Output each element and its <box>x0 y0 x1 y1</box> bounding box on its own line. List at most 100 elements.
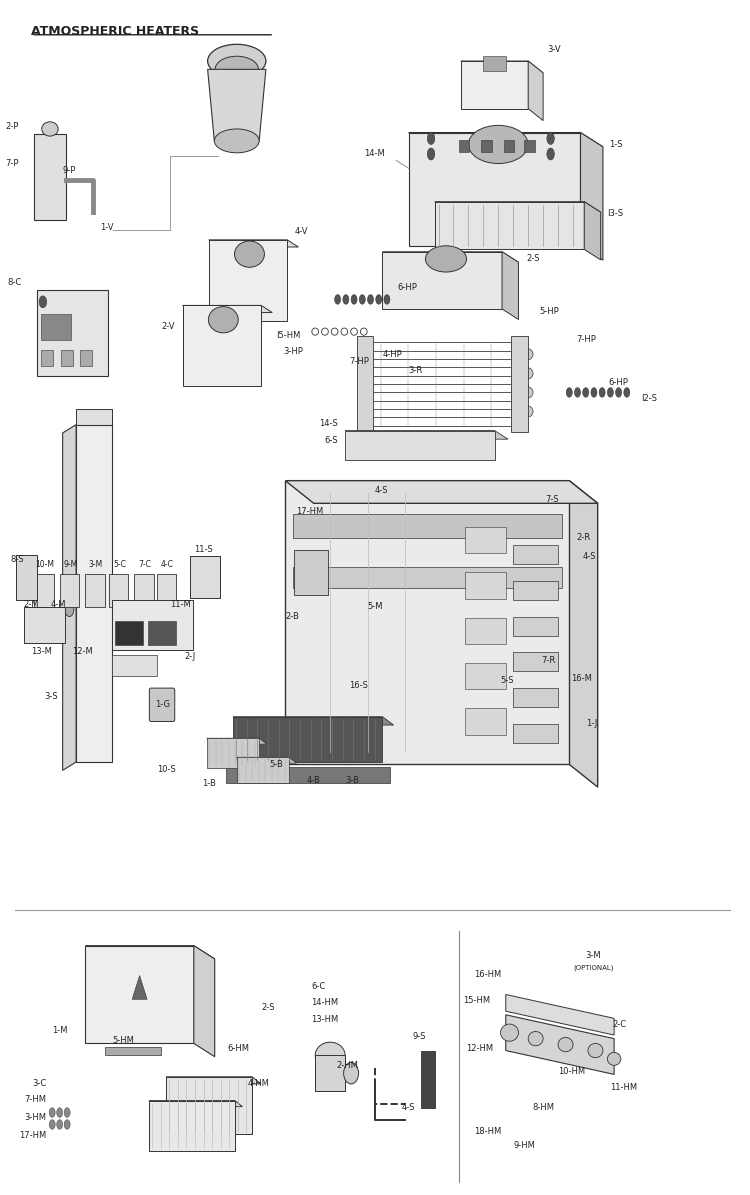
Circle shape <box>427 133 435 145</box>
Circle shape <box>65 602 74 617</box>
Text: 10-HM: 10-HM <box>558 1067 585 1077</box>
Polygon shape <box>166 1077 261 1084</box>
Bar <box>481 140 491 152</box>
Ellipse shape <box>520 386 533 398</box>
Polygon shape <box>237 758 289 784</box>
Bar <box>41 349 53 366</box>
Ellipse shape <box>208 44 266 78</box>
Text: 3-V: 3-V <box>547 44 560 54</box>
Text: 7-HM: 7-HM <box>24 1095 46 1104</box>
Text: 13-M: 13-M <box>32 646 53 656</box>
Text: 3-M: 3-M <box>88 559 103 569</box>
Bar <box>465 663 506 690</box>
Text: 2-R: 2-R <box>577 533 591 543</box>
Bar <box>503 140 514 152</box>
Text: 2-J: 2-J <box>184 652 196 662</box>
Text: 2-P: 2-P <box>5 122 19 131</box>
Circle shape <box>427 148 435 160</box>
Ellipse shape <box>520 405 533 417</box>
Text: 15-HM: 15-HM <box>464 995 490 1005</box>
Text: 3-HP: 3-HP <box>284 348 303 356</box>
Circle shape <box>616 387 622 397</box>
Circle shape <box>39 296 46 308</box>
Text: 4-C: 4-C <box>160 559 174 569</box>
Ellipse shape <box>520 367 533 379</box>
Text: 11-M: 11-M <box>170 600 191 609</box>
Ellipse shape <box>588 1043 603 1058</box>
Text: 7-HP: 7-HP <box>577 336 597 344</box>
Text: 6-HP: 6-HP <box>608 379 628 387</box>
Circle shape <box>376 295 382 305</box>
Polygon shape <box>194 945 214 1056</box>
Text: 7-HP: 7-HP <box>350 357 370 366</box>
Polygon shape <box>506 1015 614 1074</box>
Polygon shape <box>233 717 394 725</box>
Bar <box>294 550 328 595</box>
Bar <box>357 337 374 431</box>
Text: 17-HM: 17-HM <box>19 1130 46 1140</box>
Ellipse shape <box>528 1031 543 1046</box>
Text: 5-S: 5-S <box>500 676 514 686</box>
Text: 1-G: 1-G <box>155 700 170 709</box>
Bar <box>40 314 70 341</box>
Polygon shape <box>237 758 296 764</box>
Bar <box>148 621 176 645</box>
Text: 2-B: 2-B <box>285 612 299 621</box>
Bar <box>134 574 154 607</box>
Polygon shape <box>182 306 272 313</box>
Circle shape <box>50 1120 55 1129</box>
Text: 16-S: 16-S <box>349 681 368 690</box>
Polygon shape <box>86 945 194 1043</box>
Text: (OPTIONAL): (OPTIONAL) <box>573 964 614 972</box>
Ellipse shape <box>425 246 466 272</box>
Bar <box>34 574 54 607</box>
Text: 4-S: 4-S <box>583 552 596 562</box>
Polygon shape <box>207 739 260 768</box>
Text: 9-HM: 9-HM <box>513 1141 535 1151</box>
Text: 7-R: 7-R <box>541 656 555 666</box>
Ellipse shape <box>214 129 260 153</box>
Text: 4-HP: 4-HP <box>382 350 402 358</box>
Bar <box>60 574 79 607</box>
Text: I3-S: I3-S <box>607 209 622 219</box>
Circle shape <box>343 295 349 305</box>
Ellipse shape <box>469 125 528 164</box>
Text: 18-HM: 18-HM <box>474 1127 501 1136</box>
Ellipse shape <box>315 1042 345 1068</box>
Text: 3-M: 3-M <box>586 950 601 960</box>
Ellipse shape <box>215 56 259 82</box>
Polygon shape <box>528 61 543 121</box>
Bar <box>513 617 558 636</box>
Circle shape <box>351 295 357 305</box>
Text: 1-J: 1-J <box>586 719 597 728</box>
Polygon shape <box>345 430 494 460</box>
Text: 1-B: 1-B <box>202 779 215 788</box>
Bar <box>61 349 73 366</box>
Bar <box>292 514 562 538</box>
Text: 5-HM: 5-HM <box>112 1036 134 1046</box>
Polygon shape <box>76 424 112 762</box>
Text: 8-HM: 8-HM <box>532 1103 554 1113</box>
Bar <box>512 337 528 431</box>
Text: 9-M: 9-M <box>63 559 77 569</box>
Polygon shape <box>86 945 214 958</box>
Circle shape <box>64 1108 70 1117</box>
Bar <box>483 56 506 71</box>
Bar <box>422 1050 435 1108</box>
Text: 3-HM: 3-HM <box>24 1113 46 1122</box>
Polygon shape <box>435 202 584 250</box>
Circle shape <box>50 1108 55 1117</box>
Bar <box>465 527 506 553</box>
Bar <box>513 724 558 743</box>
Ellipse shape <box>42 122 58 136</box>
Text: 3-S: 3-S <box>44 692 58 700</box>
Text: 3-B: 3-B <box>345 777 359 785</box>
Polygon shape <box>461 61 528 109</box>
Polygon shape <box>209 240 298 247</box>
Ellipse shape <box>209 307 238 333</box>
Circle shape <box>566 387 572 397</box>
Circle shape <box>57 1120 63 1129</box>
Polygon shape <box>502 252 518 319</box>
Text: 5-C: 5-C <box>113 559 126 569</box>
Bar <box>513 688 558 707</box>
